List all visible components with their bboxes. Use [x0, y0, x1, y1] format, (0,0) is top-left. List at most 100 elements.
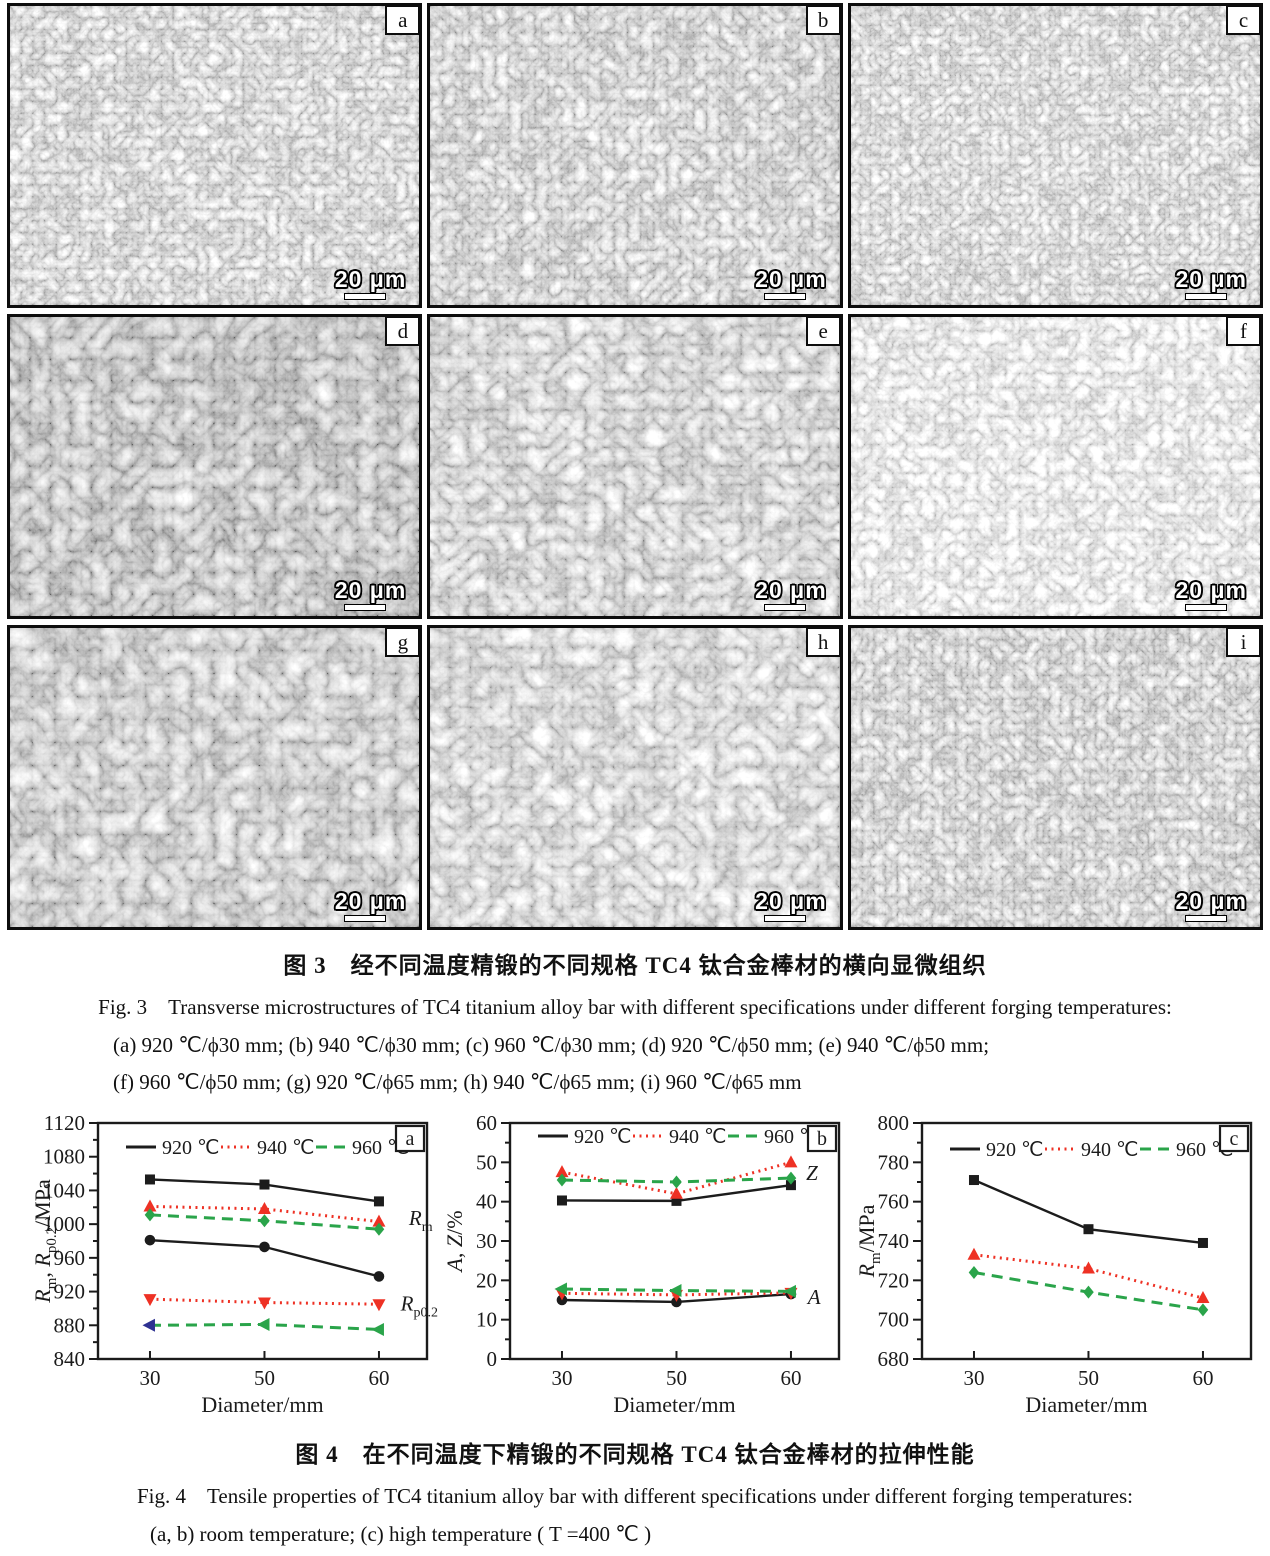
scale-bar-line: [343, 915, 386, 922]
svg-text:20: 20: [476, 1268, 497, 1292]
svg-text:700: 700: [878, 1308, 910, 1332]
panel-label: d: [385, 317, 420, 346]
micrograph-panel-i: i 20 μm: [847, 625, 1263, 930]
svg-text:60: 60: [780, 1366, 801, 1390]
panel-label: h: [805, 628, 840, 657]
svg-text:Z: Z: [806, 1161, 818, 1185]
svg-text:Rm, Rp0.2/MPa: Rm, Rp0.2/MPa: [30, 1179, 60, 1304]
scale-bar-text: 20 μm: [1175, 888, 1247, 914]
chart-b-elongation-reduction: 0 10 20 30 40 50 60 30 50 60 Diameter/mm A, Z/% 920 …: [442, 1111, 841, 1417]
scale-bar-line: [343, 293, 386, 300]
scale-bar: 20 μm: [755, 888, 827, 923]
scale-bar-line: [764, 915, 807, 922]
scale-bar-line: [1184, 604, 1227, 611]
micrograph-panel-g: g 20 μm: [7, 625, 423, 930]
fig4-charts-row: 840 880 920 960 1000 1040 1080 1120 30 50 60 Diamet…: [0, 1109, 1270, 1421]
fig3-caption-cn: 图 3 经不同温度精锻的不同规格 TC4 钛合金棒材的横向显微组织: [283, 953, 987, 978]
svg-text:1000: 1000: [43, 1212, 85, 1236]
svg-text:Diameter/mm: Diameter/mm: [1025, 1392, 1147, 1417]
micrograph-image: [430, 317, 840, 616]
fig3-caption-block: 图 3 经不同温度精锻的不同规格 TC4 钛合金棒材的横向显微组织 Fig. 3…: [0, 946, 1270, 1095]
svg-text:940 ℃: 940 ℃: [669, 1126, 726, 1148]
panel-label: g: [385, 628, 420, 657]
scale-bar-line: [1184, 293, 1227, 300]
svg-text:780: 780: [878, 1150, 910, 1174]
micrograph-image: [430, 628, 840, 927]
fig3-caption-en: Fig. 3 Transverse microstructures of TC4…: [98, 995, 1172, 1019]
scale-bar-text: 20 μm: [755, 266, 827, 292]
svg-text:50: 50: [1078, 1366, 1099, 1390]
svg-text:Rm/MPa: Rm/MPa: [854, 1204, 884, 1278]
svg-text:920: 920: [54, 1280, 86, 1304]
svg-text:40: 40: [476, 1190, 497, 1214]
svg-text:Diameter/mm: Diameter/mm: [613, 1392, 735, 1417]
svg-text:60: 60: [368, 1366, 389, 1390]
svg-text:50: 50: [666, 1366, 687, 1390]
svg-text:1040: 1040: [43, 1178, 85, 1202]
svg-text:880: 880: [54, 1313, 86, 1337]
panel-label: c: [1226, 6, 1260, 35]
svg-text:Diameter/mm: Diameter/mm: [201, 1392, 323, 1417]
chart-c-high-temp-strength: 680 700 720 740 760 780 800 30 50 60 Diameter/mm Rm…: [854, 1111, 1253, 1417]
micrograph-image: [850, 6, 1260, 305]
micrograph-image: [10, 317, 420, 616]
svg-text:A, Z/%: A, Z/%: [442, 1210, 467, 1273]
svg-text:940 ℃: 940 ℃: [1081, 1139, 1138, 1161]
svg-text:10: 10: [476, 1308, 497, 1332]
scale-bar: 20 μm: [1176, 888, 1248, 923]
scale-bar-text: 20 μm: [755, 888, 827, 914]
scale-bar-line: [343, 604, 386, 611]
scale-bar-line: [1184, 915, 1227, 922]
scale-bar-text: 20 μm: [755, 577, 827, 603]
svg-text:940 ℃: 940 ℃: [257, 1137, 314, 1159]
svg-text:60: 60: [1192, 1366, 1213, 1390]
svg-text:840: 840: [54, 1347, 86, 1371]
svg-text:30: 30: [963, 1366, 984, 1390]
svg-text:1120: 1120: [44, 1111, 85, 1135]
svg-text:740: 740: [878, 1229, 910, 1253]
panel-label: f: [1226, 317, 1260, 346]
svg-text:b: b: [817, 1128, 827, 1150]
svg-text:A: A: [806, 1285, 821, 1309]
svg-text:920 ℃: 920 ℃: [986, 1139, 1043, 1161]
scale-bar: 20 μm: [335, 266, 407, 301]
scale-bar: 20 μm: [755, 266, 827, 301]
svg-text:760: 760: [878, 1190, 910, 1214]
micrograph-panel-a: a 20 μm: [7, 3, 423, 308]
micrograph-panel-b: b 20 μm: [427, 3, 843, 308]
micrograph-panel-c: c 20 μm: [847, 3, 1263, 308]
micrograph-image: [10, 628, 420, 927]
scale-bar-text: 20 μm: [334, 266, 407, 292]
svg-text:0: 0: [487, 1347, 498, 1371]
svg-text:1080: 1080: [43, 1145, 85, 1169]
panel-label: e: [805, 317, 840, 346]
svg-text:Rp0.2: Rp0.2: [400, 1291, 438, 1320]
svg-text:a: a: [406, 1128, 415, 1150]
scale-bar-text: 20 μm: [334, 888, 407, 914]
scale-bar-text: 20 μm: [334, 577, 407, 603]
svg-text:c: c: [1230, 1128, 1239, 1150]
micrograph-panel-h: h 20 μm: [427, 625, 843, 930]
scale-bar: 20 μm: [335, 577, 407, 612]
panel-label: a: [385, 6, 420, 35]
svg-text:50: 50: [476, 1150, 497, 1174]
fig4-caption-cn: 图 4 在不同温度下精锻的不同规格 TC4 钛合金棒材的拉伸性能: [295, 1442, 975, 1467]
chart-a-strength: 840 880 920 960 1000 1040 1080 1120 30 50 60 Diamet…: [30, 1111, 438, 1417]
micrograph-image: [850, 317, 1260, 616]
svg-text:920 ℃: 920 ℃: [574, 1126, 631, 1148]
micrograph-panel-f: f 20 μm: [847, 314, 1263, 619]
micrograph-image: [10, 6, 420, 305]
fig3-caption-specs-line-1: (a) 920 ℃/ϕ30 mm; (b) 940 ℃/ϕ30 mm; (c) …: [113, 1033, 990, 1057]
scale-bar-line: [764, 293, 807, 300]
svg-text:30: 30: [139, 1366, 160, 1390]
svg-text:720: 720: [878, 1268, 910, 1292]
panel-label: b: [805, 6, 840, 35]
scale-bar-text: 20 μm: [1175, 577, 1247, 603]
micrograph-image: [430, 6, 840, 305]
micrograph-panel-d: d 20 μm: [7, 314, 423, 619]
scale-bar: 20 μm: [335, 888, 407, 923]
svg-text:30: 30: [476, 1229, 497, 1253]
fig4-caption-en: Fig. 4 Tensile properties of TC4 titaniu…: [137, 1484, 1133, 1508]
panel-label: i: [1226, 628, 1260, 657]
